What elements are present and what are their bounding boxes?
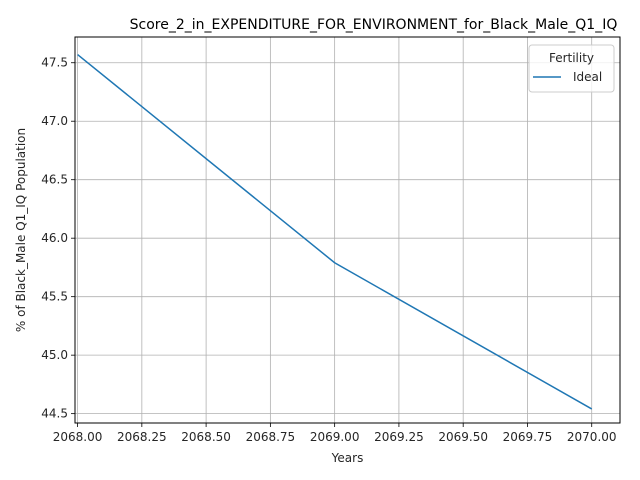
- y-tick-label: 45.5: [41, 290, 68, 304]
- x-axis-title: Years: [331, 451, 364, 465]
- legend-label: Ideal: [573, 70, 602, 84]
- y-tick-label: 46.5: [41, 173, 68, 187]
- y-tick-label: 47.0: [41, 114, 68, 128]
- plot-frame: [74, 36, 621, 424]
- series-layer: [77, 53, 593, 410]
- y-tick-label: 46.0: [41, 231, 68, 245]
- x-tick-label: 2069.00: [310, 430, 360, 444]
- legend-title: Fertility: [549, 51, 594, 65]
- x-tick-label: 2068.00: [53, 430, 103, 444]
- chart-title: Score_2_in_EXPENDITURE_FOR_ENVIRONMENT_f…: [130, 17, 618, 33]
- x-axis-ticks: 2068.00 2068.25 2068.50 2068.75 2069.00 2069.…: [53, 423, 617, 444]
- x-tick-label: 2068.25: [117, 430, 167, 444]
- x-tick-label: 2069.50: [438, 430, 488, 444]
- legend-box: [528, 44, 615, 93]
- x-tick-label: 2068.75: [246, 430, 296, 444]
- y-axis-title: % of Black_Male Q1_IQ Population: [14, 128, 28, 332]
- x-tick-label: 2069.75: [503, 430, 553, 444]
- y-tick-label: 45.0: [41, 348, 68, 362]
- grid: [75, 37, 620, 423]
- x-tick-label: 2069.25: [374, 430, 424, 444]
- y-tick-label: 47.5: [41, 56, 68, 70]
- y-axis-ticks: 44.5 45.0 45.5 46.0 46.5 47.0 47.5: [41, 56, 75, 421]
- series-line-ideal: [77, 53, 593, 410]
- legend: Fertility Ideal: [528, 44, 615, 93]
- y-tick-label: 44.5: [41, 407, 68, 421]
- x-tick-label: 2068.50: [181, 430, 231, 444]
- x-tick-label: 2070.00: [567, 430, 617, 444]
